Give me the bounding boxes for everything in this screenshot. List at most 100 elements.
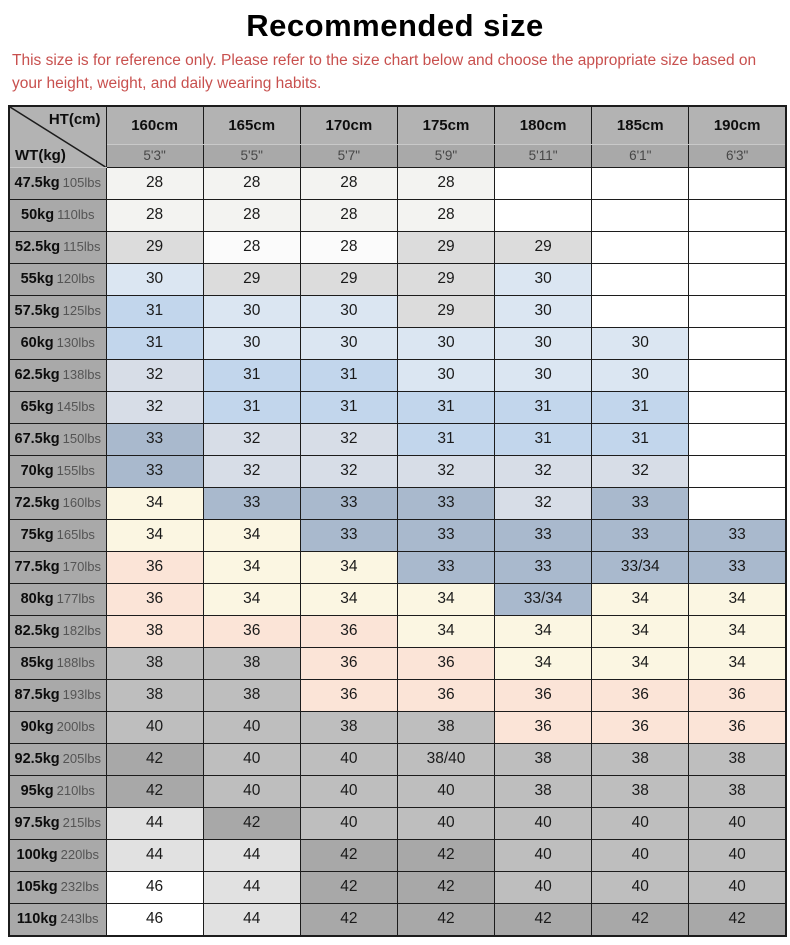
weight-label: 77.5kg 170lbs	[8, 550, 107, 584]
size-cell: 38	[299, 710, 398, 744]
size-cell: 33	[591, 486, 690, 520]
size-cell: 33	[688, 550, 787, 584]
weight-label: 62.5kg 138lbs	[8, 358, 107, 392]
size-cell: 40	[299, 742, 398, 776]
table-body: 47.5kg 105lbs 28 28 28 28 50kg 110lbs 28 28 28 28 52…	[8, 166, 787, 936]
table-row: 105kg 232lbs 46 44 42 42 40 40 40	[8, 870, 787, 904]
size-cell: 33	[591, 518, 690, 552]
height-cm-header: 165cm	[202, 105, 301, 145]
size-cell: 31	[105, 326, 204, 360]
weight-lbs: 115lbs	[63, 239, 101, 254]
size-cell: 28	[202, 198, 301, 232]
size-cell: 33	[299, 518, 398, 552]
size-cell: 34	[299, 550, 398, 584]
size-cell: 42	[299, 902, 398, 936]
size-cell	[688, 262, 787, 296]
table-row: 52.5kg 115lbs 29 28 28 29 29	[8, 230, 787, 264]
weight-kg: 50kg	[21, 207, 55, 223]
size-cell: 31	[202, 390, 301, 424]
weight-kg: 105kg	[16, 879, 58, 895]
size-cell: 30	[396, 326, 496, 360]
weight-lbs: 243lbs	[60, 911, 99, 926]
weight-label: 87.5kg 193lbs	[8, 678, 107, 712]
weight-kg: 90kg	[20, 719, 54, 735]
weight-label: 55kg 120lbs	[8, 262, 107, 296]
weight-kg: 100kg	[16, 847, 58, 863]
size-cell: 34	[591, 614, 690, 648]
table-row: 60kg 130lbs 31 30 30 30 30 30	[8, 326, 787, 360]
size-cell: 40	[105, 710, 204, 744]
size-cell: 33	[494, 518, 593, 552]
size-cell: 38	[202, 678, 301, 712]
size-cell	[591, 230, 690, 264]
weight-kg: 62.5kg	[14, 367, 60, 383]
size-cell: 30	[202, 326, 301, 360]
size-cell: 36	[105, 550, 204, 584]
size-cell: 31	[299, 358, 398, 392]
height-ft-header: 6'1"	[591, 143, 690, 168]
weight-label: 67.5kg 150lbs	[8, 422, 107, 456]
table-header: HT(cm) WT(kg) 160cm 165cm 170cm 175cm 180cm 1…	[8, 105, 787, 168]
weight-label: 80kg 177lbs	[8, 582, 107, 616]
weight-kg: 72.5kg	[14, 495, 60, 511]
size-cell: 34	[688, 646, 787, 680]
size-cell: 44	[202, 838, 301, 872]
table-row: 95kg 210lbs 42 40 40 40 38 38 38	[8, 774, 787, 808]
size-cell: 32	[202, 422, 301, 456]
weight-kg: 60kg	[20, 335, 54, 351]
table-row: 67.5kg 150lbs 33 32 32 31 31 31	[8, 422, 787, 456]
size-cell: 38	[494, 742, 593, 776]
size-cell: 28	[299, 230, 398, 264]
corner-cell: HT(cm) WT(kg)	[8, 105, 107, 168]
size-cell	[688, 486, 787, 520]
height-ft-header: 6'3"	[688, 143, 787, 168]
weight-label: 52.5kg 115lbs	[8, 230, 107, 264]
size-cell: 38	[202, 646, 301, 680]
table-row: 80kg 177lbs 36 34 34 34 33/34 34 34	[8, 582, 787, 616]
size-cell: 32	[494, 486, 593, 520]
size-cell: 42	[105, 774, 204, 808]
weight-lbs: 188lbs	[56, 655, 95, 670]
reference-note: This size is for reference only. Please …	[12, 52, 757, 93]
weight-lbs: 125lbs	[62, 303, 101, 318]
size-cell: 42	[688, 902, 787, 936]
size-cell: 40	[688, 806, 787, 840]
size-cell: 40	[299, 806, 398, 840]
size-cell: 28	[202, 166, 301, 200]
size-cell: 44	[105, 838, 204, 872]
size-cell: 40	[494, 870, 593, 904]
size-cell: 34	[591, 646, 690, 680]
size-cell: 38	[494, 774, 593, 808]
weight-kg: 97.5kg	[14, 815, 60, 831]
table-row: 85kg 188lbs 38 38 36 36 34 34 34	[8, 646, 787, 680]
size-cell: 33	[105, 454, 204, 488]
size-cell: 38	[688, 774, 787, 808]
size-cell	[688, 326, 787, 360]
size-cell: 30	[105, 262, 204, 296]
size-cell	[688, 198, 787, 232]
table-row: 50kg 110lbs 28 28 28 28	[8, 198, 787, 232]
size-cell: 32	[591, 454, 690, 488]
weight-kg: 47.5kg	[14, 175, 60, 191]
size-cell: 34	[202, 518, 301, 552]
size-cell: 31	[494, 390, 593, 424]
height-ft-header: 5'7"	[299, 143, 398, 168]
size-cell: 36	[105, 582, 204, 616]
weight-lbs: 193lbs	[62, 687, 101, 702]
size-cell: 33	[396, 518, 496, 552]
weight-label: 85kg 188lbs	[8, 646, 107, 680]
size-cell: 34	[494, 614, 593, 648]
size-cell: 30	[299, 326, 398, 360]
weight-kg: 65kg	[20, 399, 54, 415]
weight-lbs: 205lbs	[62, 751, 101, 766]
size-cell: 31	[299, 390, 398, 424]
size-cell: 34	[494, 646, 593, 680]
table-row: 110kg 243lbs 46 44 42 42 42 42 42	[8, 902, 787, 936]
size-cell: 36	[396, 646, 496, 680]
size-cell: 38	[591, 742, 690, 776]
size-cell: 30	[494, 358, 593, 392]
page-title: Recommended size	[246, 8, 544, 43]
size-cell: 40	[688, 870, 787, 904]
weight-lbs: 160lbs	[62, 495, 101, 510]
weight-kg: 57.5kg	[14, 303, 60, 319]
